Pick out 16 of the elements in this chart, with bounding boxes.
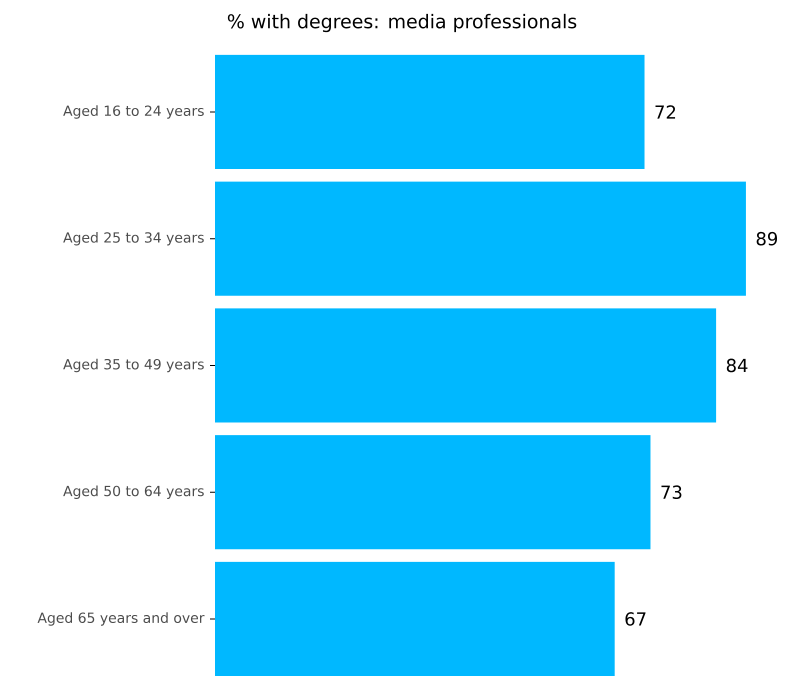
data-label: 89 <box>756 232 778 246</box>
bar <box>215 308 716 423</box>
bar <box>215 435 650 550</box>
data-label: 67 <box>625 612 646 626</box>
chart-title: % with degrees: media professionals <box>228 14 576 32</box>
data-label: 72 <box>656 105 676 119</box>
y-tick-label: Aged 65 years and over <box>38 612 204 626</box>
y-tick-label: Aged 50 to 64 years <box>63 485 204 499</box>
y-tick-label: Aged 16 to 24 years <box>63 105 204 119</box>
y-tick-label: Aged 35 to 49 years <box>63 358 204 372</box>
y-tick-label: Aged 25 to 34 years <box>63 232 204 246</box>
bar <box>215 182 746 296</box>
bar <box>215 54 645 169</box>
bar <box>215 562 615 676</box>
data-label: 84 <box>726 358 748 372</box>
data-label: 73 <box>661 485 682 499</box>
